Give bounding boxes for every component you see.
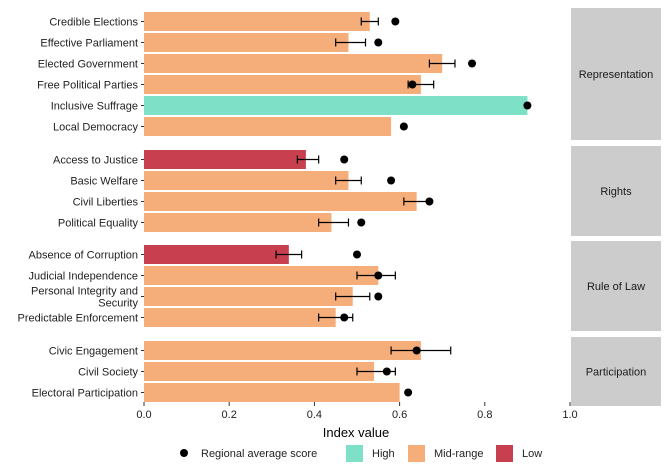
error-bar [296, 155, 320, 164]
average-point [425, 197, 434, 206]
bar-civil-society [144, 362, 375, 381]
bar-electoral-participation [144, 383, 400, 402]
legend-label-low: Low [522, 448, 542, 460]
y-tick-label: Judicial Independence [29, 271, 138, 283]
average-point [357, 218, 366, 227]
bar-local-democracy [144, 117, 392, 136]
y-tick-label: Credible Elections [49, 17, 138, 29]
x-tick-label: 0.6 [392, 409, 407, 421]
x-tick-label: 0.4 [307, 409, 322, 421]
error-bar [275, 250, 303, 259]
bar-effective-parliament [144, 33, 349, 52]
chart-panels: Representation Credible Elections Effectiv… [18, 8, 661, 406]
error-bar [335, 292, 371, 301]
average-point [340, 155, 349, 164]
panel-representation: Representation Credible Elections Effectiv… [37, 8, 661, 140]
bar-personal-integrity-and-security [144, 287, 353, 306]
y-tick-label: Predictable Enforcement [18, 313, 138, 325]
y-tick-label: Basic Welfare [70, 176, 138, 188]
error-bar [428, 59, 456, 68]
panel-rule-of-law: Rule of Law Absence of Corruption Judicial… [18, 241, 661, 331]
bar-judicial-independence [144, 266, 379, 285]
facet-strip [571, 146, 661, 236]
error-bar [360, 17, 379, 26]
panel-participation: Participation Civic Engagement Civil Socie… [32, 337, 661, 406]
y-tick-label: Civil Society [78, 367, 138, 379]
bar-basic-welfare [144, 171, 349, 190]
average-point [353, 250, 361, 259]
y-tick-label: Political Equality [58, 218, 139, 230]
average-point [523, 101, 532, 110]
average-point [340, 313, 349, 322]
legend-label-high: High [372, 448, 395, 460]
bar-absence-of-corruption [144, 245, 289, 264]
y-tick-label: Elected Government [38, 59, 138, 71]
x-tick-label: 0.2 [222, 409, 237, 421]
legend-swatch-low [496, 445, 513, 462]
facet-strip-label: Participation [586, 367, 647, 379]
bar-credible-elections [144, 12, 370, 31]
facet-strip-label: Representation [579, 69, 654, 81]
average-point [412, 346, 421, 355]
average-point [374, 38, 383, 47]
x-tick-label: 1.0 [562, 409, 577, 421]
facet-strip [571, 241, 661, 331]
average-point [468, 59, 477, 68]
average-point [374, 271, 383, 280]
legend-swatch-high [346, 445, 363, 462]
bar-predictable-enforcement [144, 308, 336, 327]
x-axis-title: Index value [323, 425, 390, 440]
y-tick-label: Effective Parliament [40, 38, 138, 50]
legend: Regional average score High Mid-range Lo… [180, 445, 542, 462]
average-point [382, 367, 391, 376]
legend-point-label: Regional average score [201, 448, 317, 460]
facet-strip-label: Rights [600, 186, 632, 198]
x-tick-label: 0.8 [477, 409, 492, 421]
error-bar [390, 346, 452, 355]
bar-inclusive-suffrage [144, 96, 528, 115]
legend-label-mid-range: Mid-range [434, 448, 484, 460]
error-bar [335, 176, 362, 185]
bar-political-equality [144, 213, 332, 232]
y-tick-label: Personal Integrity and Security [31, 286, 139, 310]
facet-strip [571, 337, 661, 406]
y-tick-label: Electoral Participation [32, 388, 138, 400]
y-tick-label: Access to Justice [53, 155, 138, 167]
average-point [374, 292, 383, 301]
legend-point-marker [180, 449, 188, 457]
error-bar [318, 218, 350, 227]
y-tick-label: Civil Liberties [73, 197, 139, 209]
y-tick-label: Local Democracy [53, 122, 138, 134]
y-tick-label: Inclusive Suffrage [51, 101, 138, 113]
average-point [387, 176, 396, 185]
facet-strip-label: Rule of Law [587, 281, 645, 293]
error-bar [335, 38, 367, 47]
x-axis: 0.0 0.2 0.4 0.6 0.8 1.0 [136, 402, 578, 421]
bar-elected-government [144, 54, 443, 73]
facet-strip [571, 8, 661, 140]
bar-civil-liberties [144, 192, 417, 211]
average-point [399, 122, 408, 131]
bar-access-to-justice [144, 150, 306, 169]
panel-rights: Rights Access to Justice Basic Welfare Civi… [53, 146, 661, 236]
average-point [391, 17, 400, 26]
average-point [408, 80, 417, 89]
legend-swatch-mid-range [408, 445, 425, 462]
average-point [404, 388, 413, 397]
x-tick-label: 0.0 [136, 409, 151, 421]
y-tick-label: Free Political Parties [37, 80, 138, 92]
bar-free-political-parties [144, 75, 421, 94]
y-tick-label: Absence of Corruption [29, 250, 138, 262]
y-tick-label: Civic Engagement [49, 346, 138, 358]
bar-civic-engagement [144, 341, 421, 360]
